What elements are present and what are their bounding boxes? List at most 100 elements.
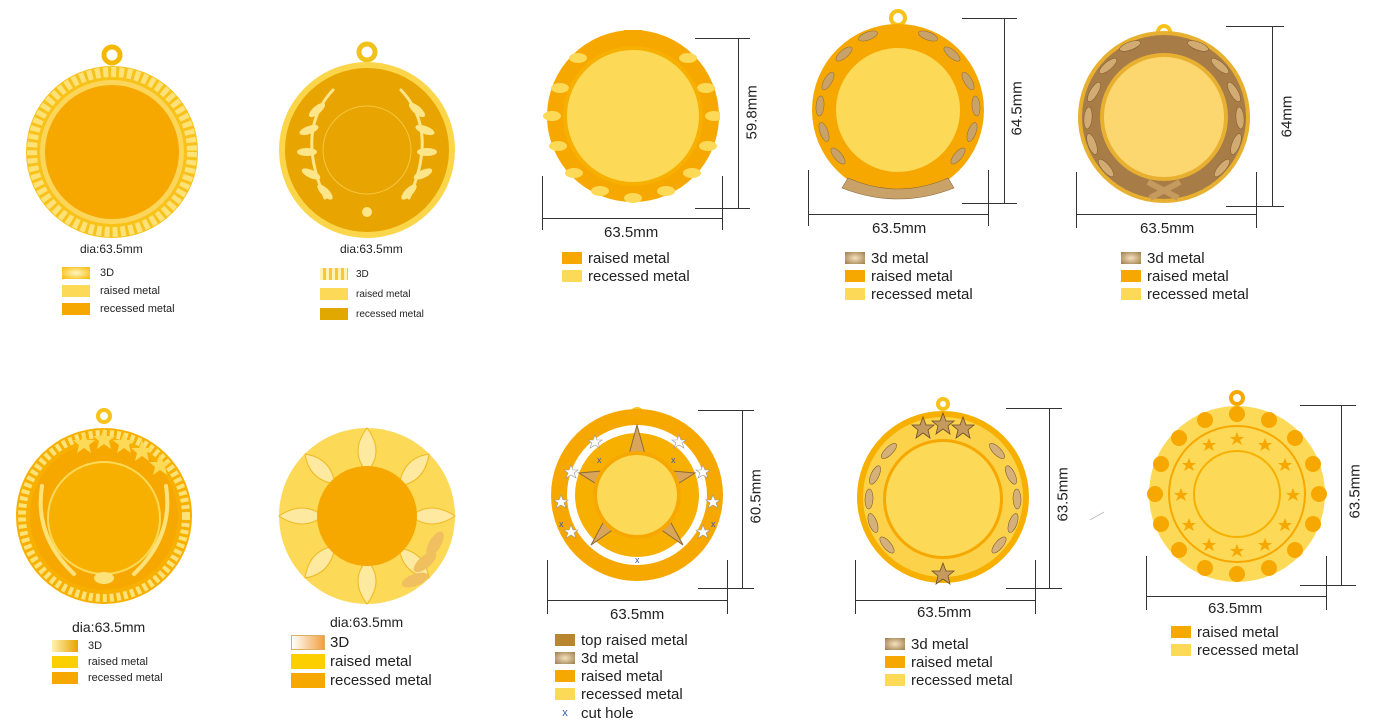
dim-height-tick-top bbox=[695, 38, 750, 39]
dim-height-line bbox=[1049, 408, 1050, 588]
height-label: 64mm bbox=[1278, 95, 1296, 138]
legend-label: raised metal bbox=[1147, 267, 1229, 285]
medal-10-star-ring bbox=[1147, 390, 1327, 582]
medal-10-legend: raised metal recessed metal bbox=[1171, 623, 1299, 659]
dim-height-line bbox=[738, 38, 739, 208]
width-label: 63.5mm bbox=[604, 224, 659, 241]
height-label: 60.5mm bbox=[747, 469, 765, 524]
dim-width-line bbox=[542, 218, 722, 219]
medal-3-legend: raised metal recessed metal bbox=[562, 249, 690, 285]
swatch-3d bbox=[845, 252, 865, 264]
dim-height-line bbox=[742, 410, 743, 588]
dim-width-tick-left bbox=[542, 176, 543, 230]
swatch-recessed bbox=[320, 308, 348, 320]
legend-label: 3D bbox=[356, 268, 369, 280]
dim-height-line bbox=[1341, 405, 1342, 585]
medal-7-swirl bbox=[278, 427, 456, 605]
medal-2-caption: dia:63.5mm bbox=[340, 242, 403, 256]
cut-hole-icon: x bbox=[562, 707, 568, 719]
svg-text:x: x bbox=[671, 455, 676, 465]
dim-height-tick-top bbox=[962, 18, 1017, 19]
swatch-recessed bbox=[555, 688, 575, 700]
legend-label: recessed metal bbox=[1197, 641, 1299, 659]
legend-label: 3d metal bbox=[1147, 249, 1205, 267]
medal-9-three-stars-wreath bbox=[857, 397, 1029, 585]
medal-8-legend: top raised metal 3d metal raised metal r… bbox=[555, 631, 688, 723]
swatch-recessed bbox=[291, 672, 325, 688]
swatch-raised bbox=[291, 653, 325, 669]
swatch-3d bbox=[1121, 252, 1141, 264]
svg-text:x: x bbox=[711, 519, 716, 529]
dim-height-tick-top bbox=[1226, 26, 1284, 27]
legend-label: 3d metal bbox=[871, 249, 929, 267]
swatch-raised bbox=[320, 288, 348, 300]
swatch-recessed bbox=[562, 270, 582, 282]
width-label: 63.5mm bbox=[1208, 600, 1263, 617]
dim-height-line bbox=[1272, 26, 1273, 206]
legend-label: raised metal bbox=[100, 285, 160, 297]
legend-label: recessed metal bbox=[330, 671, 432, 689]
width-label: 63.5mm bbox=[1140, 220, 1195, 237]
legend-label: recessed metal bbox=[100, 303, 175, 315]
dim-height-tick-top bbox=[698, 410, 754, 411]
medal-7-caption: dia:63.5mm bbox=[330, 614, 404, 630]
swatch-recessed bbox=[1121, 288, 1141, 300]
medal-4-legend: 3d metal raised metal recessed metal bbox=[845, 249, 973, 303]
legend-label: 3d metal bbox=[911, 635, 969, 653]
legend-label: raised metal bbox=[588, 249, 670, 267]
swatch-raised bbox=[555, 670, 575, 682]
legend-label: raised metal bbox=[330, 652, 412, 670]
medal-6-legend: 3D raised metal recessed metal bbox=[52, 638, 163, 686]
medal-6-stars-laurel bbox=[16, 408, 192, 604]
dim-height-tick-bottom bbox=[1226, 206, 1284, 207]
stray-mark bbox=[1089, 511, 1105, 521]
legend-label: recessed metal bbox=[588, 267, 690, 285]
dim-width-line bbox=[1076, 214, 1256, 215]
swatch-raised bbox=[1171, 626, 1191, 638]
legend-label: top raised metal bbox=[581, 631, 688, 649]
dim-width-tick-right bbox=[1326, 556, 1327, 610]
height-label: 64.5mm bbox=[1008, 81, 1026, 136]
swatch-3d bbox=[885, 638, 905, 650]
width-label: 63.5mm bbox=[610, 606, 665, 623]
swatch-raised bbox=[562, 252, 582, 264]
dim-width-line bbox=[1146, 596, 1326, 597]
dim-height-tick-top bbox=[1300, 405, 1356, 406]
dim-height-tick-bottom bbox=[698, 588, 754, 589]
medal-2-laurel bbox=[279, 41, 455, 238]
dim-width-tick-left bbox=[1146, 556, 1147, 610]
dim-height-line bbox=[1004, 18, 1005, 203]
dim-width-tick-left bbox=[1076, 172, 1077, 228]
legend-label: recessed metal bbox=[1147, 285, 1249, 303]
legend-label: recessed metal bbox=[871, 285, 973, 303]
swatch-recessed bbox=[62, 303, 90, 315]
legend-label: 3D bbox=[100, 267, 115, 279]
medal-6-caption: dia:63.5mm bbox=[72, 619, 146, 635]
legend-label: raised metal bbox=[871, 267, 953, 285]
dim-width-tick-left bbox=[855, 560, 856, 614]
swatch-raised bbox=[52, 656, 78, 668]
dim-width-tick-left bbox=[808, 170, 809, 226]
swatch-raised bbox=[1121, 270, 1141, 282]
svg-text:x: x bbox=[597, 455, 602, 465]
svg-text:x: x bbox=[635, 555, 640, 565]
legend-label: 3D bbox=[330, 633, 350, 651]
medal-2-legend: 3D raised metal recessed metal bbox=[320, 264, 424, 324]
dim-height-tick-bottom bbox=[1006, 588, 1062, 589]
height-label: 59.8mm bbox=[743, 85, 761, 140]
dim-width-line bbox=[547, 600, 727, 601]
swatch-raised bbox=[845, 270, 865, 282]
width-label: 63.5mm bbox=[917, 604, 972, 621]
medal-9-legend: 3d metal raised metal recessed metal bbox=[885, 635, 1013, 689]
dim-width-tick-right bbox=[727, 560, 728, 614]
swatch-recessed bbox=[1171, 644, 1191, 656]
medal-5-bronze-wreath bbox=[1078, 24, 1250, 203]
legend-label: raised metal bbox=[581, 667, 663, 685]
swatch-recessed bbox=[52, 672, 78, 684]
dim-width-tick-right bbox=[722, 176, 723, 230]
legend-label: cut hole bbox=[581, 704, 634, 722]
legend-label: raised metal bbox=[356, 288, 411, 300]
swatch-3d bbox=[52, 640, 78, 652]
swatch-recessed bbox=[885, 674, 905, 686]
legend-label: recessed metal bbox=[356, 308, 424, 320]
